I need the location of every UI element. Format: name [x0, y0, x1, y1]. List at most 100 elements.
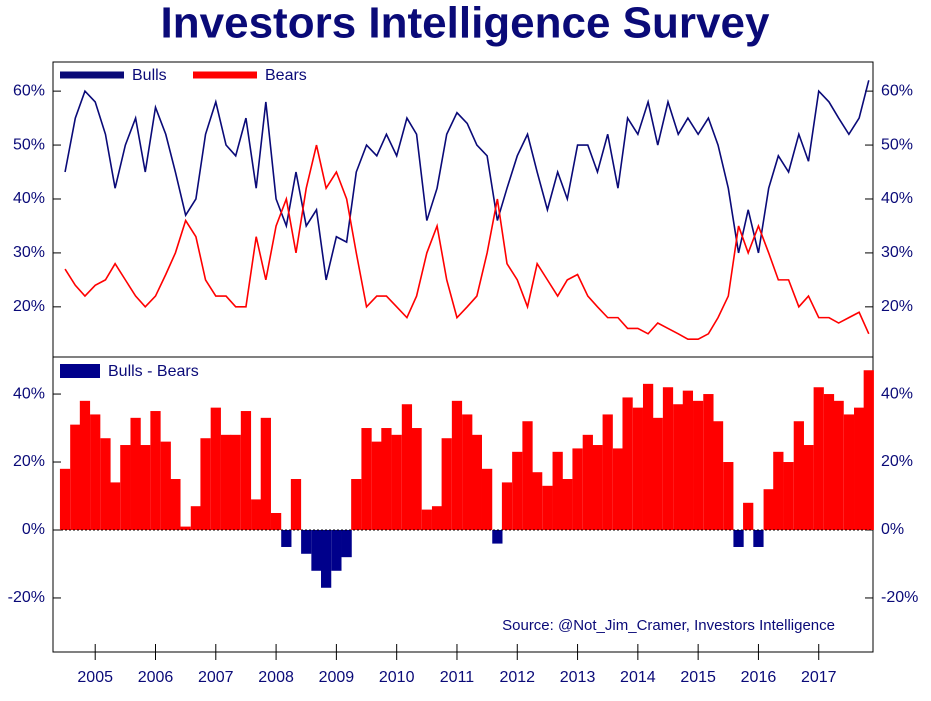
bar [90, 414, 101, 530]
bar [753, 529, 764, 547]
y-tick-label: 30% [13, 244, 45, 261]
bar [311, 529, 322, 571]
bar [381, 428, 392, 530]
bar [622, 397, 633, 530]
bar [79, 400, 91, 530]
bar [512, 451, 523, 530]
bar [130, 417, 141, 530]
bar [471, 434, 482, 530]
bar [351, 479, 362, 530]
series-line [64, 144, 870, 341]
bar [210, 407, 221, 530]
bar [712, 421, 724, 530]
x-tick-label: 2009 [319, 669, 355, 686]
bar [301, 529, 312, 554]
bar [421, 509, 432, 530]
y-tick-label: 40% [13, 190, 45, 207]
bar [652, 417, 663, 530]
bar [552, 451, 563, 530]
bar [823, 394, 835, 530]
bar [341, 529, 352, 558]
y-tick-label: 20% [13, 453, 45, 470]
x-tick-label: 2005 [77, 669, 113, 686]
bar [582, 434, 593, 530]
y2-tick-label: 20% [881, 298, 913, 315]
bar [321, 529, 332, 588]
bar [481, 468, 493, 530]
x-tick-label: 2017 [801, 669, 837, 686]
bar [693, 400, 704, 530]
y2-tick-label: 0% [881, 521, 904, 538]
legend-label: Bulls [132, 67, 167, 84]
bar [562, 479, 573, 530]
bar [783, 462, 794, 530]
bar [441, 438, 452, 530]
bar [632, 407, 643, 530]
bar [411, 428, 422, 530]
bar [773, 451, 784, 530]
y-tick-label: 40% [13, 385, 45, 402]
bar [150, 411, 161, 530]
bar [401, 404, 413, 530]
bar [682, 390, 694, 530]
bar [863, 370, 874, 530]
bar [109, 482, 121, 530]
bar [532, 472, 543, 530]
bar [70, 424, 81, 530]
x-tick-label: 2007 [198, 669, 234, 686]
bar [703, 394, 714, 530]
bar [431, 506, 443, 530]
bar [451, 400, 463, 530]
bar [160, 441, 171, 530]
bar [743, 502, 754, 530]
source-note: Source: @Not_Jim_Cramer, Investors Intel… [502, 617, 835, 634]
y2-tick-label: 60% [881, 82, 913, 99]
bar [100, 438, 111, 530]
bar [230, 434, 241, 530]
x-tick-label: 2015 [680, 669, 716, 686]
x-tick-label: 2008 [258, 669, 294, 686]
bar [843, 414, 855, 530]
bar [793, 421, 804, 530]
bar [733, 529, 744, 547]
x-tick-label: 2011 [440, 669, 475, 686]
x-tick-label: 2013 [560, 669, 596, 686]
bar [854, 407, 865, 530]
bar [492, 529, 503, 544]
bar [220, 434, 232, 530]
y-tick-label: 20% [13, 298, 45, 315]
y-tick-label: 60% [13, 82, 45, 99]
bar [170, 479, 181, 530]
y-tick-label: 50% [13, 136, 45, 153]
y2-tick-label: 20% [881, 453, 913, 470]
bar [240, 411, 252, 530]
bar [200, 438, 211, 530]
y2-tick-label: 40% [881, 385, 913, 402]
y2-tick-label: 30% [881, 244, 913, 261]
bar [361, 428, 372, 530]
bar [542, 485, 553, 530]
bar [612, 448, 624, 530]
bar [180, 526, 191, 530]
chart-title: Investors Intelligence Survey [161, 0, 770, 48]
bar [833, 400, 844, 530]
series-line [64, 80, 870, 281]
bar [331, 529, 342, 571]
bar [281, 529, 292, 547]
bar [572, 448, 583, 530]
y-tick-label: 0% [22, 521, 45, 538]
bar [391, 434, 402, 530]
bar [140, 445, 151, 530]
bar [270, 512, 282, 530]
legend-label: Bulls - Bears [108, 363, 199, 380]
x-tick-label: 2012 [499, 669, 535, 686]
bar [763, 489, 774, 530]
bar [522, 421, 533, 530]
bar [662, 387, 674, 530]
bar [501, 482, 513, 530]
bar [723, 462, 734, 530]
bar [260, 417, 271, 530]
bar [371, 441, 382, 530]
y2-tick-label: 40% [881, 190, 913, 207]
